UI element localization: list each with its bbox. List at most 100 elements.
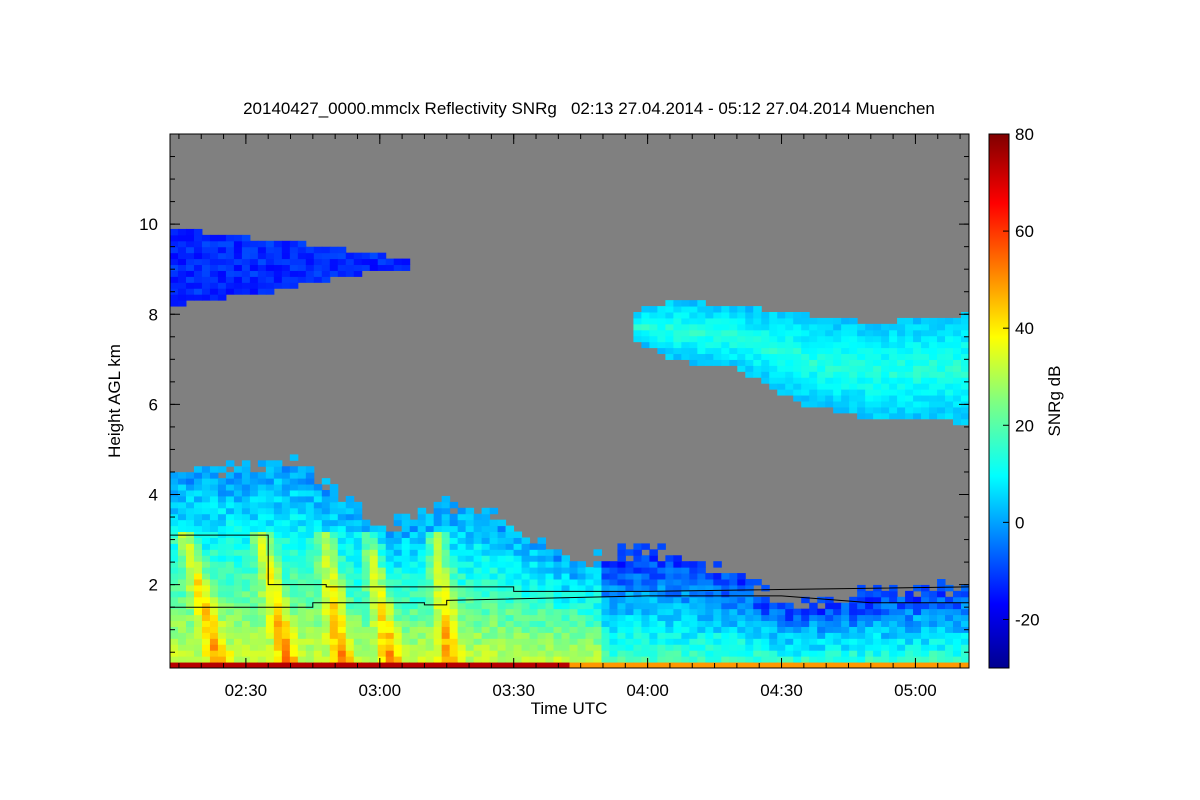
heatmap-cell bbox=[329, 656, 339, 663]
heatmap-cell bbox=[801, 596, 810, 604]
heatmap-cell bbox=[225, 662, 235, 668]
heatmap-cell bbox=[449, 501, 459, 509]
heatmap-cell bbox=[713, 584, 722, 592]
heatmap-cell bbox=[809, 365, 818, 372]
heatmap-cell bbox=[265, 525, 275, 533]
heatmap-cell bbox=[417, 519, 427, 527]
heatmap-cell bbox=[657, 335, 666, 343]
heatmap-cell bbox=[281, 584, 291, 592]
heatmap-cell bbox=[513, 650, 523, 657]
heatmap-cell bbox=[321, 561, 331, 568]
heatmap-cell bbox=[953, 632, 962, 639]
heatmap-cell bbox=[537, 543, 547, 550]
heatmap-cell bbox=[785, 650, 794, 657]
heatmap-cell bbox=[841, 662, 850, 668]
heatmap-cell bbox=[441, 519, 451, 527]
heatmap-cell bbox=[241, 561, 251, 568]
heatmap-cell bbox=[297, 507, 307, 515]
heatmap-cell bbox=[289, 614, 299, 622]
heatmap-cell bbox=[273, 590, 283, 598]
heatmap-cell bbox=[761, 347, 770, 355]
heatmap-cell bbox=[177, 472, 187, 479]
heatmap-cell bbox=[833, 602, 842, 610]
heatmap-cell bbox=[833, 335, 842, 343]
heatmap-cell bbox=[209, 596, 219, 604]
heatmap-cell bbox=[921, 383, 930, 390]
heatmap-cell bbox=[945, 608, 954, 616]
heatmap-cell bbox=[641, 584, 650, 592]
heatmap-cell bbox=[945, 620, 954, 627]
heatmap-cell bbox=[265, 543, 275, 550]
heatmap-cell bbox=[817, 632, 826, 639]
heatmap-cell bbox=[665, 329, 674, 337]
heatmap-cell bbox=[649, 341, 658, 349]
heatmap-cell bbox=[249, 264, 259, 271]
heatmap-cell bbox=[313, 632, 323, 639]
heatmap-cell bbox=[233, 513, 243, 521]
heatmap-cell bbox=[745, 602, 754, 610]
heatmap-cell bbox=[697, 317, 706, 325]
heatmap-cell bbox=[337, 258, 347, 266]
heatmap-cell bbox=[401, 579, 411, 586]
heatmap-cell bbox=[185, 656, 195, 663]
heatmap-cell bbox=[481, 638, 491, 645]
heatmap-cell bbox=[513, 620, 523, 627]
heatmap-cell bbox=[857, 602, 866, 610]
heatmap-cell bbox=[321, 507, 331, 515]
heatmap-cell bbox=[297, 644, 307, 651]
heatmap-cell bbox=[433, 507, 443, 515]
heatmap-cell bbox=[481, 573, 491, 580]
heatmap-cell bbox=[833, 359, 842, 366]
heatmap-cell bbox=[241, 596, 251, 604]
heatmap-cell bbox=[817, 359, 826, 366]
heatmap-cell bbox=[241, 543, 251, 550]
heatmap-cell bbox=[729, 608, 738, 616]
heatmap-cell bbox=[841, 644, 850, 651]
heatmap-cell bbox=[409, 620, 419, 627]
heatmap-cell bbox=[321, 662, 331, 668]
heatmap-cell bbox=[417, 555, 427, 562]
heatmap-cell bbox=[425, 579, 435, 586]
heatmap-cell bbox=[353, 537, 363, 544]
heatmap-cell bbox=[777, 323, 786, 331]
heatmap-cell bbox=[417, 632, 427, 639]
heatmap-cell bbox=[929, 347, 938, 355]
heatmap-cell bbox=[425, 650, 435, 657]
heatmap-cell bbox=[233, 632, 243, 639]
heatmap-cell bbox=[249, 590, 259, 598]
heatmap-cell bbox=[713, 590, 722, 598]
heatmap-cell bbox=[233, 264, 243, 271]
heatmap-cell bbox=[633, 644, 642, 651]
heatmap-cell bbox=[513, 579, 523, 586]
heatmap-cell bbox=[241, 525, 251, 533]
heatmap-cell bbox=[929, 644, 938, 651]
heatmap-cell bbox=[273, 478, 283, 485]
heatmap-cell bbox=[593, 567, 602, 574]
heatmap-cell bbox=[665, 317, 674, 325]
heatmap-cell bbox=[769, 662, 778, 668]
heatmap-cell bbox=[457, 602, 467, 610]
heatmap-cell bbox=[553, 656, 563, 663]
heatmap-cell bbox=[441, 584, 451, 592]
heatmap-cell bbox=[697, 573, 706, 580]
heatmap-cell bbox=[929, 590, 938, 598]
heatmap-cell bbox=[385, 543, 395, 550]
heatmap-cell bbox=[241, 484, 251, 491]
heatmap-cell bbox=[729, 656, 738, 663]
heatmap-cell bbox=[601, 632, 610, 639]
heatmap-cell bbox=[553, 614, 563, 622]
heatmap-cell bbox=[889, 347, 898, 355]
heatmap-cell bbox=[737, 573, 746, 580]
heatmap-cell bbox=[417, 602, 427, 610]
heatmap-cell bbox=[729, 584, 738, 592]
heatmap-cell bbox=[457, 626, 467, 633]
heatmap-cell bbox=[345, 638, 355, 645]
heatmap-cell bbox=[561, 614, 570, 622]
heatmap-cell bbox=[170, 525, 179, 533]
heatmap-cell bbox=[505, 543, 515, 550]
heatmap-cell bbox=[745, 656, 754, 663]
heatmap-cell bbox=[305, 490, 315, 497]
heatmap-cell bbox=[657, 626, 666, 633]
heatmap-cell bbox=[353, 501, 363, 509]
heatmap-cell bbox=[305, 567, 315, 574]
